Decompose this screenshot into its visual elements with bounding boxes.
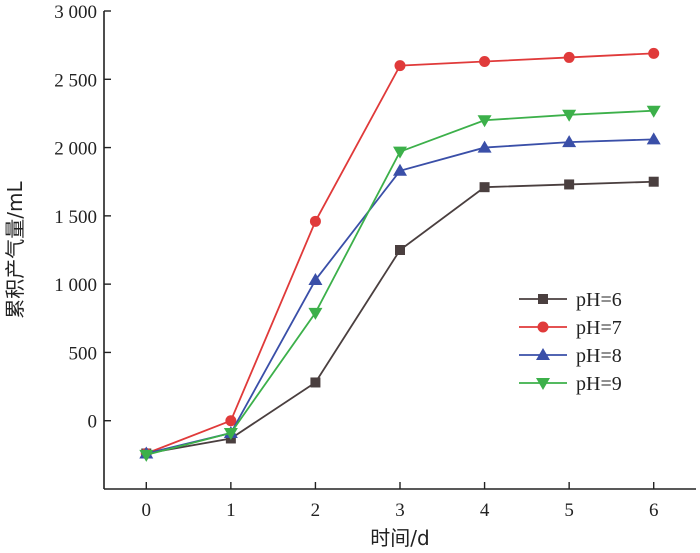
data-point: [648, 47, 660, 59]
data-point: [309, 215, 321, 227]
data-point: [395, 245, 405, 255]
data-point: [646, 105, 661, 118]
y-tick-label: 2 500: [54, 70, 97, 91]
x-tick-label: 1: [226, 500, 236, 521]
data-point: [310, 377, 321, 388]
legend-item: pH=8: [519, 345, 622, 367]
legend-marker: [538, 294, 548, 304]
legend-marker: [536, 378, 550, 390]
x-tick-label: 6: [649, 500, 659, 521]
legend: pH=6 pH=7 pH=8 pH=9: [519, 289, 622, 395]
data-point: [477, 140, 492, 153]
legend-item: pH=9: [519, 373, 622, 395]
data-point: [648, 176, 659, 187]
data-point: [564, 179, 575, 190]
legend-label: pH=9: [576, 373, 622, 395]
legend-item: pH=6: [519, 289, 622, 311]
y-tick-label: 3 000: [54, 2, 97, 23]
data-point: [562, 109, 577, 122]
y-tick-label: 1 500: [54, 207, 97, 228]
data-point: [479, 182, 490, 193]
data-point: [646, 132, 661, 145]
y-axis-title: 累积产气量/mL: [3, 180, 27, 318]
legend-label: pH=6: [576, 289, 622, 311]
series-pH=9: [139, 105, 661, 462]
legend-label: pH=7: [576, 317, 622, 339]
data-point: [479, 56, 491, 68]
data-point: [477, 115, 492, 128]
x-tick-label: 5: [564, 500, 574, 521]
data-point: [139, 449, 154, 462]
series-layer: [139, 47, 661, 462]
x-tick-label: 2: [311, 500, 321, 521]
series-line: [146, 109, 654, 456]
data-point: [562, 135, 577, 148]
y-tick-label: 2 000: [54, 139, 97, 160]
legend-marker: [537, 321, 549, 333]
x-axis-title: 时间/d: [370, 526, 429, 550]
data-point: [393, 163, 407, 176]
axes: 0 500 1 000 1 500 2 000 2 500 3 000 0 1 2 3 4 5 6: [54, 2, 696, 521]
legend-marker: [536, 348, 550, 360]
y-tick-label: 500: [69, 343, 98, 364]
legend-label: pH=8: [576, 345, 622, 367]
x-tick-label: 3: [395, 500, 405, 521]
x-tick-label: 4: [480, 500, 490, 521]
y-tick-label: 1 000: [54, 275, 97, 296]
data-point: [308, 307, 323, 320]
data-point: [223, 428, 238, 441]
data-point: [393, 146, 407, 159]
data-point: [225, 415, 237, 427]
x-tick-label: 0: [142, 500, 152, 521]
data-point: [394, 60, 406, 72]
data-point: [563, 51, 575, 63]
legend-item: pH=7: [519, 317, 622, 339]
y-tick-label: 0: [88, 412, 98, 433]
data-point: [308, 273, 323, 286]
